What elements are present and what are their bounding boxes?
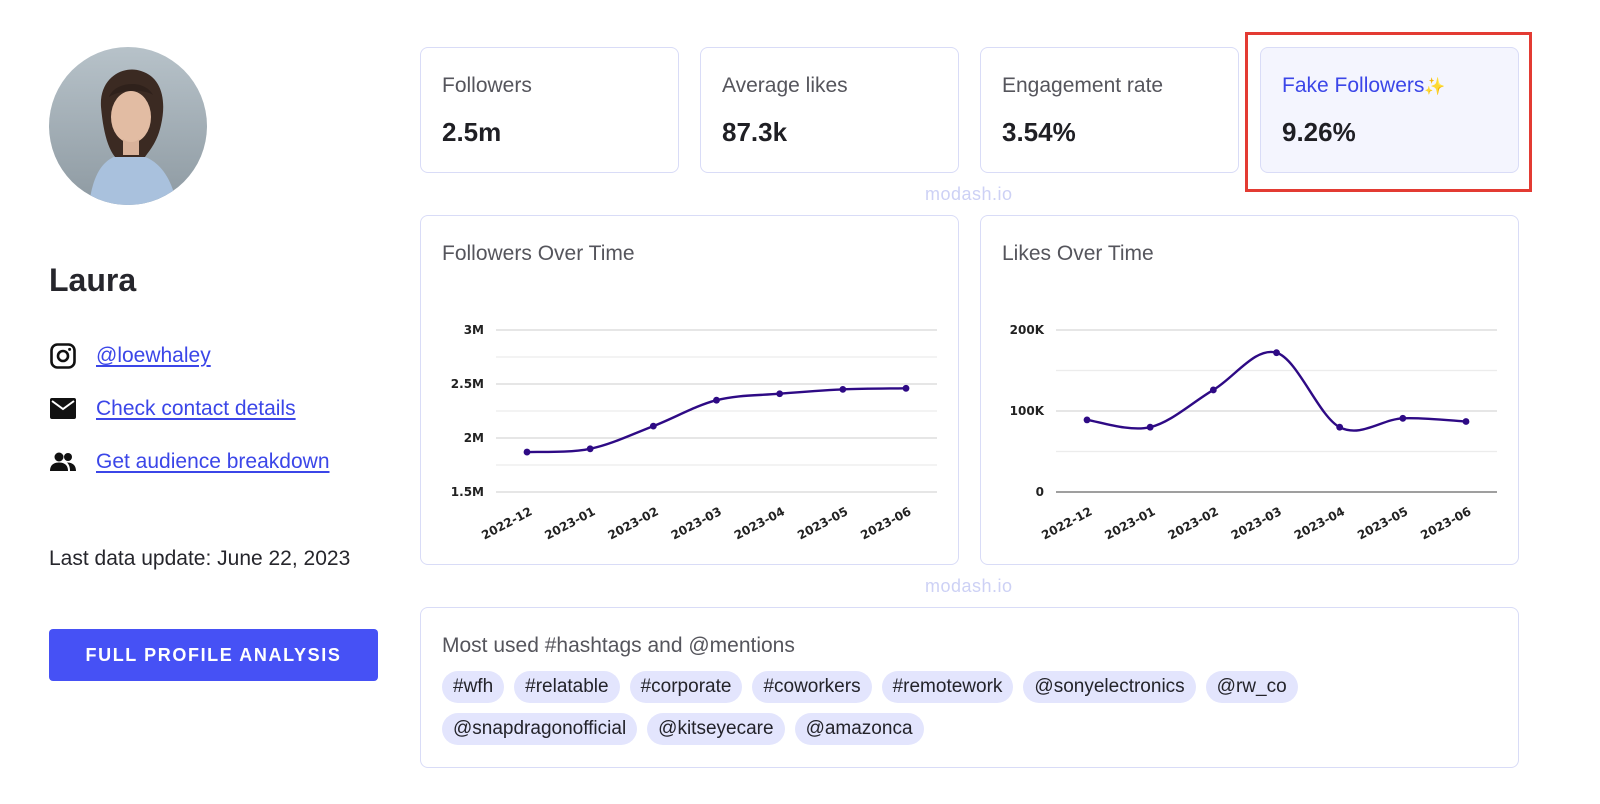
x-tick-label: 2023-04 — [732, 504, 787, 542]
audience-breakdown-link[interactable]: Get audience breakdown — [96, 450, 330, 473]
watermark: modash.io — [925, 576, 1013, 596]
followers-chart-card: Followers Over Time 1.5M 2M 2.5M 3M 2022-12 2… — [420, 215, 959, 565]
chart-title: Followers Over Time — [442, 242, 635, 265]
data-point — [586, 445, 594, 453]
x-tick-label: 2023-06 — [858, 504, 913, 542]
hashtag-chip[interactable]: @sonyelectronics — [1023, 671, 1196, 703]
x-tick-label: 2023-01 — [1102, 504, 1157, 542]
x-tick-label: 2022-12 — [1039, 504, 1094, 542]
y-tick-label: 3M — [464, 323, 484, 337]
hashtag-chip[interactable]: @kitseyecare — [647, 713, 785, 745]
likes-chart-card: Likes Over Time 0 100K 200K 2022-12 2023-01 2… — [980, 215, 1519, 565]
x-tick-label: 2023-05 — [795, 504, 850, 542]
hashtags-title: Most used #hashtags and @mentions — [442, 634, 795, 657]
contact-row: Check contact details — [49, 395, 296, 423]
stat-label: Fake Followers✨ — [1282, 74, 1446, 98]
stat-value: 3.54% — [1002, 117, 1076, 147]
data-point — [1209, 386, 1217, 394]
x-tick-label: 2023-03 — [669, 504, 724, 542]
hashtag-chip[interactable]: @amazonca — [794, 713, 924, 745]
data-point — [1336, 423, 1344, 431]
y-tick-label: 1.5M — [451, 485, 484, 499]
watermark: modash.io — [925, 184, 1013, 204]
data-point — [1273, 349, 1280, 357]
y-tick-label: 0 — [1036, 485, 1044, 499]
avatar-photo — [49, 47, 207, 205]
x-tick-label: 2023-02 — [1166, 504, 1221, 542]
x-tick-label: 2023-06 — [1418, 504, 1473, 542]
stat-card-fake-followers: Fake Followers✨ 9.26% — [1260, 47, 1519, 173]
x-tick-label: 2023-02 — [606, 504, 661, 542]
stat-card-engagement-rate: Engagement rate 3.54% — [980, 47, 1239, 173]
people-icon — [49, 448, 77, 476]
y-tick-label: 100K — [1010, 404, 1045, 418]
mail-icon — [49, 395, 77, 423]
x-tick-label: 2023-03 — [1229, 504, 1284, 542]
x-tick-label: 2023-05 — [1355, 504, 1410, 542]
instagram-handle-link[interactable]: @loewhaley — [96, 344, 211, 367]
x-tick-label: 2023-01 — [542, 504, 597, 542]
data-point — [1462, 418, 1470, 425]
audience-row: Get audience breakdown — [49, 448, 330, 476]
hashtag-chip[interactable]: #relatable — [514, 671, 620, 703]
stat-value: 2.5m — [442, 117, 502, 147]
data-point — [1399, 414, 1407, 422]
chart-title: Likes Over Time — [1002, 242, 1154, 265]
avatar[interactable] — [49, 47, 207, 205]
data-point — [1083, 416, 1091, 424]
instagram-row: @loewhaley — [49, 342, 211, 370]
stat-card-average-likes: Average likes 87.3k — [700, 47, 959, 173]
highlight-box — [1245, 32, 1532, 192]
y-tick-label: 2.5M — [451, 377, 484, 391]
data-point — [713, 396, 720, 404]
data-point — [523, 448, 531, 456]
data-point — [1146, 423, 1154, 431]
data-point — [776, 390, 784, 398]
stat-card-followers: Followers 2.5m — [420, 47, 679, 173]
data-point — [649, 422, 657, 430]
full-profile-analysis-button[interactable]: FULL PROFILE ANALYSIS — [49, 629, 378, 681]
stat-label: Followers — [442, 74, 532, 97]
hashtag-chip[interactable]: #wfh — [442, 671, 505, 703]
stat-value: 9.26% — [1282, 117, 1356, 147]
hashtag-chip[interactable]: #remotework — [881, 671, 1014, 703]
hashtag-chip[interactable]: #coworkers — [752, 671, 872, 703]
hashtag-chip[interactable]: #corporate — [629, 671, 743, 703]
stat-value: 87.3k — [722, 117, 788, 147]
stat-label: Average likes — [722, 74, 848, 97]
sparkle-icon: ✨ — [1424, 77, 1446, 96]
stat-label: Engagement rate — [1002, 74, 1164, 97]
profile-name: Laura — [49, 262, 137, 298]
followers-chart: 1.5M 2M 2.5M 3M 2022-12 2023-01 2023-02 2023-03… — [451, 323, 937, 543]
stat-label-text: Fake Followers — [1282, 74, 1425, 97]
y-tick-label: 2M — [464, 431, 484, 445]
hashtag-chip[interactable]: @rw_co — [1205, 671, 1298, 703]
last-update-text: Last data update: June 22, 2023 — [49, 547, 351, 570]
x-tick-label: 2023-04 — [1292, 504, 1347, 542]
data-point — [839, 386, 847, 393]
data-point — [902, 384, 910, 392]
hashtags-card: Most used #hashtags and @mentions #wfh #r… — [420, 607, 1519, 768]
contact-details-link[interactable]: Check contact details — [96, 397, 296, 420]
instagram-icon — [49, 342, 77, 370]
hashtag-list: #wfh #relatable #corporate #coworkers #remot… — [442, 671, 1492, 745]
y-tick-label: 200K — [1010, 323, 1045, 337]
hashtag-chip[interactable]: @snapdragonofficial — [442, 713, 638, 745]
x-tick-label: 2022-12 — [479, 504, 534, 542]
series-line — [1086, 350, 1467, 432]
